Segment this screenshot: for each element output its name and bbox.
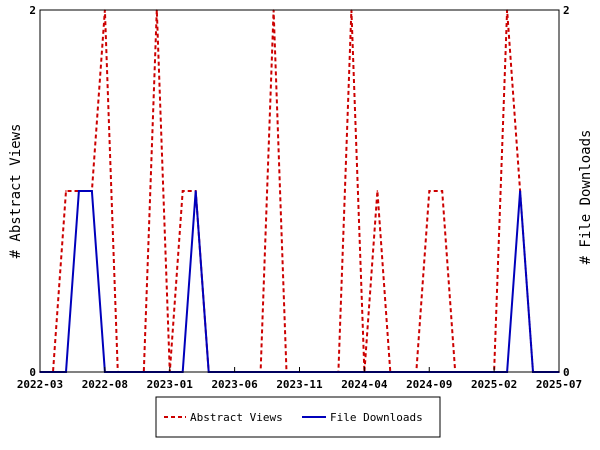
legend-label-abstract-views: Abstract Views bbox=[190, 411, 283, 424]
y-axis-left-title: # Abstract Views bbox=[8, 124, 24, 259]
x-tick-label: 2024-09 bbox=[406, 378, 452, 391]
legend-box bbox=[155, 396, 441, 438]
y-tick-label-left: 0 bbox=[29, 366, 36, 379]
x-tick-label: 2023-06 bbox=[211, 378, 258, 391]
data-point-file-downloads bbox=[91, 190, 93, 192]
legend-label-file-downloads: File Downloads bbox=[330, 411, 423, 424]
legend: Abstract Views File Downloads bbox=[155, 396, 441, 438]
data-point-abstract-views bbox=[441, 190, 444, 192]
data-point-file-downloads bbox=[78, 190, 80, 192]
x-tick-label: 2023-01 bbox=[147, 378, 194, 391]
data-point-abstract-views bbox=[428, 190, 431, 192]
marks-layer bbox=[39, 9, 560, 373]
x-tick-label: 2025-07 bbox=[536, 378, 582, 391]
data-point-abstract-views bbox=[65, 190, 67, 192]
ticks-layer: 2022-03 2022-08 2023-01 2023-06 2023-11 2024-… bbox=[17, 4, 582, 391]
series-line-abstract-views bbox=[40, 9, 559, 373]
x-tick-label: 2023-11 bbox=[276, 378, 323, 391]
data-point-file-downloads bbox=[519, 190, 521, 192]
y-tick-label-right: 0 bbox=[563, 366, 570, 379]
data-point-abstract-views bbox=[376, 190, 379, 192]
plot-frame bbox=[39, 9, 560, 373]
y-tick-label-right: 2 bbox=[563, 4, 570, 17]
x-tick-label: 2024-04 bbox=[341, 378, 388, 391]
data-point-file-downloads bbox=[194, 190, 197, 192]
x-tick-label: 2025-02 bbox=[471, 378, 517, 391]
y-axis-right-title: # File Downloads bbox=[578, 130, 594, 265]
data-point-abstract-views bbox=[181, 190, 184, 192]
y-tick-label-left: 2 bbox=[29, 4, 36, 17]
x-tick-label: 2022-03 bbox=[17, 378, 63, 391]
series-line-file-downloads bbox=[40, 190, 559, 373]
x-tick-label: 2022-08 bbox=[82, 378, 128, 391]
